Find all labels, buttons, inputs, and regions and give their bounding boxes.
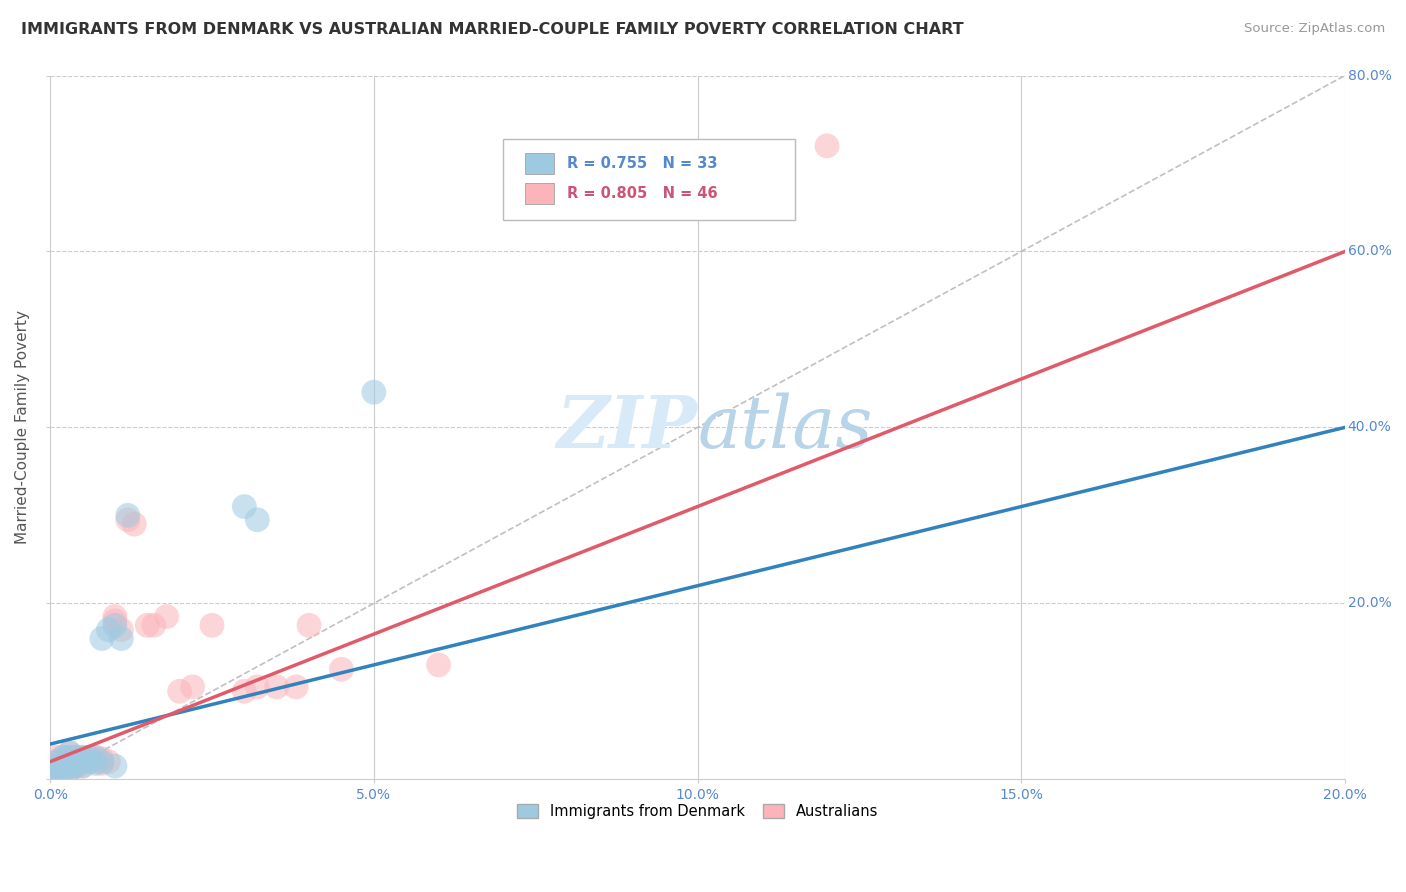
FancyBboxPatch shape bbox=[526, 183, 554, 204]
Point bbox=[246, 680, 269, 694]
Text: 80.0%: 80.0% bbox=[1347, 69, 1392, 83]
FancyBboxPatch shape bbox=[526, 153, 554, 174]
Point bbox=[52, 764, 75, 778]
Point bbox=[72, 755, 94, 769]
Point bbox=[104, 614, 127, 628]
Point bbox=[246, 513, 269, 527]
Point bbox=[90, 632, 112, 646]
Point bbox=[72, 759, 94, 773]
Point bbox=[45, 764, 67, 778]
Point bbox=[52, 750, 75, 764]
Point bbox=[104, 759, 127, 773]
FancyBboxPatch shape bbox=[503, 139, 794, 219]
Point bbox=[124, 517, 146, 532]
Text: R = 0.805   N = 46: R = 0.805 N = 46 bbox=[567, 186, 717, 202]
Point bbox=[97, 755, 120, 769]
Point bbox=[90, 756, 112, 771]
Point bbox=[65, 759, 87, 773]
Point bbox=[156, 609, 179, 624]
Text: 40.0%: 40.0% bbox=[1347, 420, 1392, 434]
Point bbox=[65, 755, 87, 769]
Point bbox=[58, 755, 80, 769]
Point bbox=[181, 680, 204, 694]
Point bbox=[45, 755, 67, 769]
Point bbox=[233, 684, 256, 698]
Point bbox=[52, 759, 75, 773]
Text: atlas: atlas bbox=[697, 392, 873, 463]
Point bbox=[58, 746, 80, 760]
Y-axis label: Married-Couple Family Poverty: Married-Couple Family Poverty bbox=[15, 310, 30, 544]
Text: R = 0.755   N = 33: R = 0.755 N = 33 bbox=[567, 156, 717, 171]
Point bbox=[65, 759, 87, 773]
Point bbox=[52, 759, 75, 773]
Point bbox=[90, 755, 112, 769]
Point bbox=[42, 765, 65, 780]
Text: 20.0%: 20.0% bbox=[1347, 597, 1392, 610]
Point bbox=[330, 662, 353, 676]
Point bbox=[285, 680, 308, 694]
Point bbox=[136, 618, 159, 632]
Point bbox=[84, 755, 107, 769]
Point bbox=[58, 764, 80, 778]
Point bbox=[72, 750, 94, 764]
Point bbox=[72, 759, 94, 773]
Point bbox=[266, 680, 288, 694]
Text: 60.0%: 60.0% bbox=[1347, 244, 1392, 259]
Point bbox=[97, 623, 120, 637]
Point bbox=[104, 618, 127, 632]
Point bbox=[815, 139, 838, 153]
Point bbox=[104, 609, 127, 624]
Point bbox=[58, 750, 80, 764]
Point bbox=[363, 385, 385, 400]
Text: IMMIGRANTS FROM DENMARK VS AUSTRALIAN MARRIED-COUPLE FAMILY POVERTY CORRELATION : IMMIGRANTS FROM DENMARK VS AUSTRALIAN MA… bbox=[21, 22, 963, 37]
Point bbox=[72, 755, 94, 769]
Point bbox=[84, 750, 107, 764]
Point bbox=[58, 759, 80, 773]
Point bbox=[77, 755, 100, 769]
Point bbox=[110, 632, 132, 646]
Point bbox=[169, 684, 191, 698]
Point bbox=[45, 750, 67, 764]
Text: ZIP: ZIP bbox=[557, 392, 697, 463]
Point bbox=[201, 618, 224, 632]
Point bbox=[84, 750, 107, 764]
Point bbox=[110, 623, 132, 637]
Point bbox=[77, 755, 100, 769]
Point bbox=[84, 756, 107, 771]
Point bbox=[142, 618, 165, 632]
Point bbox=[72, 750, 94, 764]
Point bbox=[233, 500, 256, 514]
Point bbox=[58, 759, 80, 773]
Point bbox=[52, 755, 75, 769]
Point bbox=[42, 768, 65, 782]
Point bbox=[45, 759, 67, 773]
Point bbox=[52, 755, 75, 769]
Point bbox=[117, 508, 139, 523]
Point bbox=[52, 764, 75, 778]
Point bbox=[65, 755, 87, 769]
Point bbox=[58, 750, 80, 764]
Point bbox=[52, 750, 75, 764]
Point bbox=[65, 750, 87, 764]
Point bbox=[90, 752, 112, 766]
Text: Source: ZipAtlas.com: Source: ZipAtlas.com bbox=[1244, 22, 1385, 36]
Point bbox=[117, 513, 139, 527]
Point bbox=[58, 764, 80, 778]
Point bbox=[298, 618, 321, 632]
Point bbox=[65, 750, 87, 764]
Point bbox=[77, 750, 100, 764]
Point bbox=[58, 746, 80, 760]
Legend: Immigrants from Denmark, Australians: Immigrants from Denmark, Australians bbox=[510, 797, 884, 825]
Point bbox=[45, 755, 67, 769]
Point bbox=[45, 764, 67, 778]
Point bbox=[427, 657, 450, 672]
Point bbox=[77, 750, 100, 764]
Point bbox=[45, 759, 67, 773]
Point bbox=[58, 755, 80, 769]
